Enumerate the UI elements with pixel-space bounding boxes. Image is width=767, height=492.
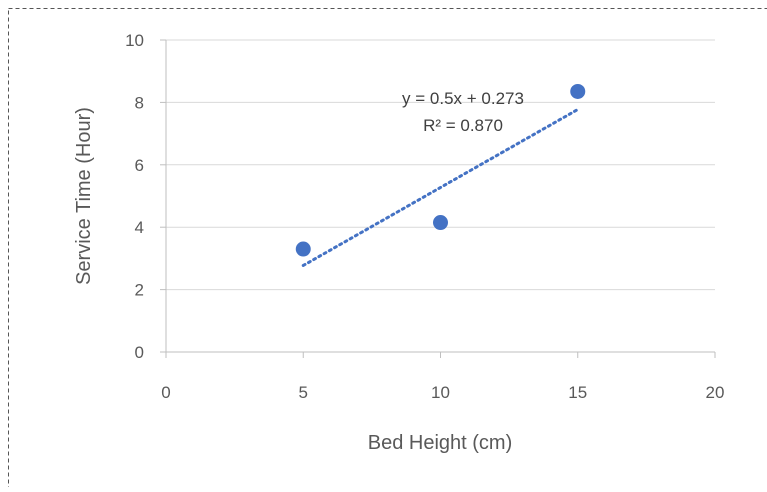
y-tick-label: 4 bbox=[135, 218, 144, 237]
x-tick-label: 15 bbox=[568, 383, 587, 402]
data-point bbox=[570, 84, 585, 99]
data-point bbox=[296, 242, 311, 257]
r-squared-label: R² = 0.870 bbox=[423, 116, 503, 135]
x-tick-label: 20 bbox=[706, 383, 725, 402]
y-tick-label: 2 bbox=[135, 281, 144, 300]
y-tick-label: 6 bbox=[135, 156, 144, 175]
y-tick-label: 8 bbox=[135, 93, 144, 112]
x-axis-title: Bed Height (cm) bbox=[368, 432, 513, 454]
x-tick-label: 5 bbox=[299, 383, 308, 402]
data-point bbox=[433, 215, 448, 230]
y-tick-label: 0 bbox=[135, 343, 144, 362]
chart-border bbox=[9, 9, 767, 488]
x-tick-label: 0 bbox=[161, 383, 170, 402]
y-axis-title: Service Time (Hour) bbox=[73, 107, 95, 285]
y-tick-label: 10 bbox=[125, 31, 144, 50]
x-tick-label: 10 bbox=[431, 383, 450, 402]
equation-label: y = 0.5x + 0.273 bbox=[402, 89, 524, 108]
